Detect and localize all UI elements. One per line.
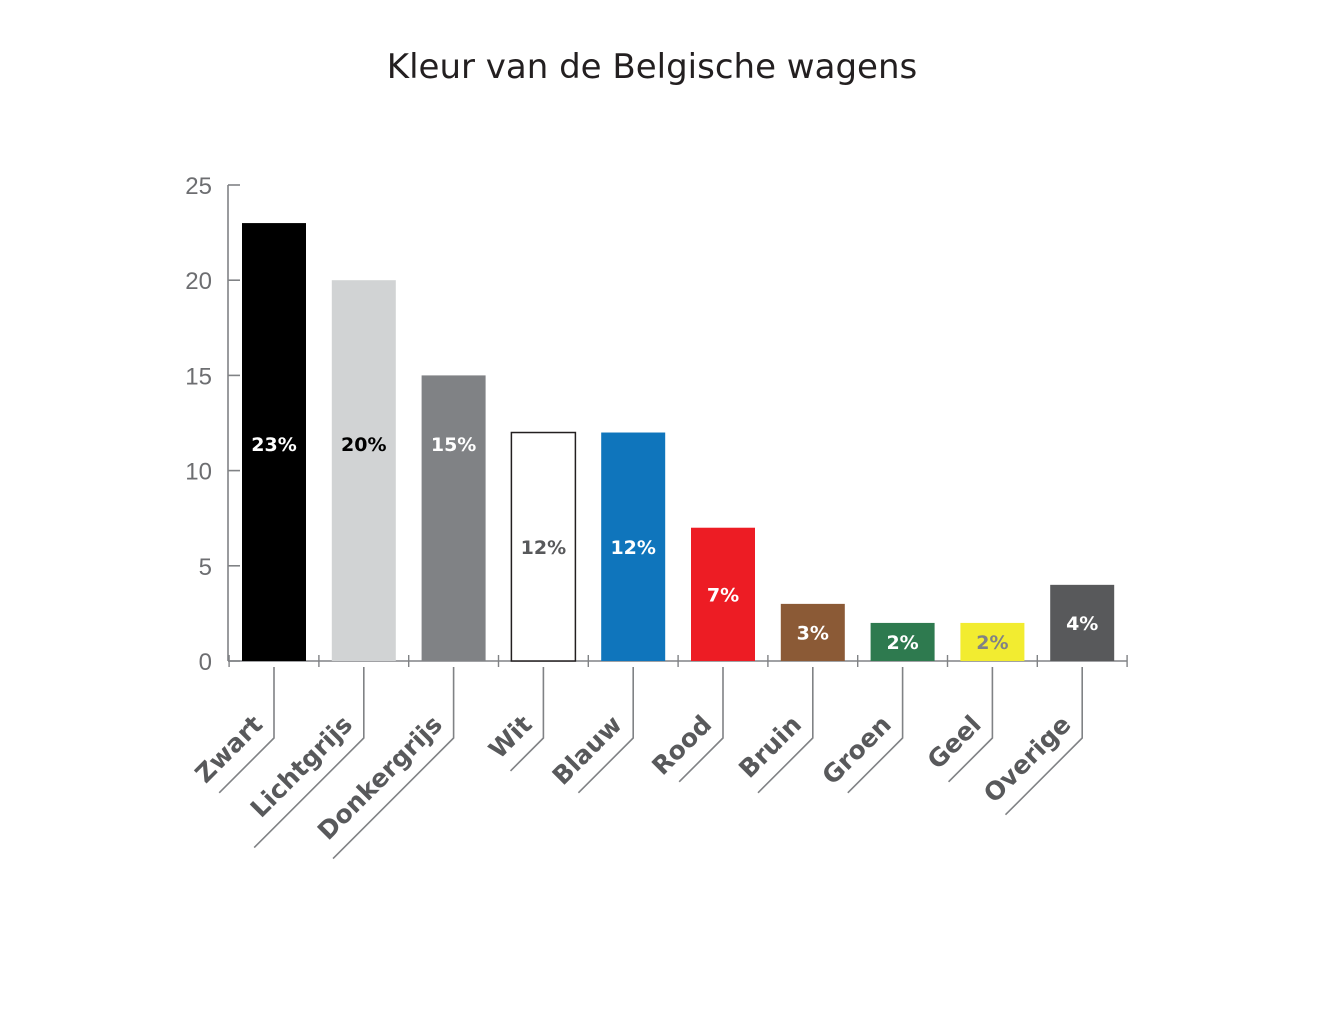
chart-title: Kleur van de Belgische wagens — [387, 47, 917, 87]
y-tick-label: 5 — [199, 554, 212, 581]
category-leader-line — [947, 667, 994, 783]
y-tick-label: 0 — [199, 649, 212, 676]
category-leader-line — [332, 667, 455, 860]
bar — [780, 603, 845, 661]
category-leader-line — [253, 667, 365, 849]
data-label: 3% — [797, 622, 829, 644]
data-label: 2% — [976, 632, 1008, 654]
data-label: 4% — [1066, 613, 1098, 635]
category-leader-line — [1004, 667, 1083, 816]
category-label: Bruin — [733, 710, 807, 784]
data-label: 12% — [521, 537, 566, 559]
data-label: 20% — [341, 434, 386, 456]
category-leader-line — [577, 667, 635, 794]
category-leader-line — [218, 667, 275, 794]
bar — [510, 431, 577, 662]
y-tick-label: 25 — [185, 173, 212, 200]
y-tick-label: 20 — [185, 268, 212, 295]
category-label: Blauw — [547, 710, 628, 791]
y-tick-label: 10 — [185, 459, 212, 486]
bar — [421, 375, 486, 661]
category-label: Zwart — [189, 710, 268, 789]
category-label: Geel — [922, 710, 987, 775]
category-leader-line — [678, 667, 724, 783]
data-label: 12% — [610, 537, 655, 559]
data-label: 7% — [707, 584, 739, 606]
category-leader-line — [509, 667, 545, 772]
bar — [691, 527, 755, 661]
category-label: Groen — [816, 710, 896, 790]
bar — [242, 223, 306, 661]
category-label: Wit — [483, 710, 538, 765]
data-label: 2% — [886, 632, 918, 654]
bar — [870, 622, 935, 661]
bar — [331, 280, 396, 661]
category-label: Rood — [646, 710, 717, 781]
bars: 23% 20% 15% 12% 12% 7% 3% 2% 2% 4% — [242, 223, 1115, 662]
bar — [960, 622, 1025, 661]
data-label: 23% — [251, 434, 296, 456]
y-tick-label: 15 — [185, 363, 212, 390]
bar — [1050, 584, 1115, 661]
bar — [601, 432, 666, 661]
category-leader-line — [757, 667, 814, 794]
data-label: 15% — [431, 434, 476, 456]
category-leader-line — [847, 667, 904, 794]
